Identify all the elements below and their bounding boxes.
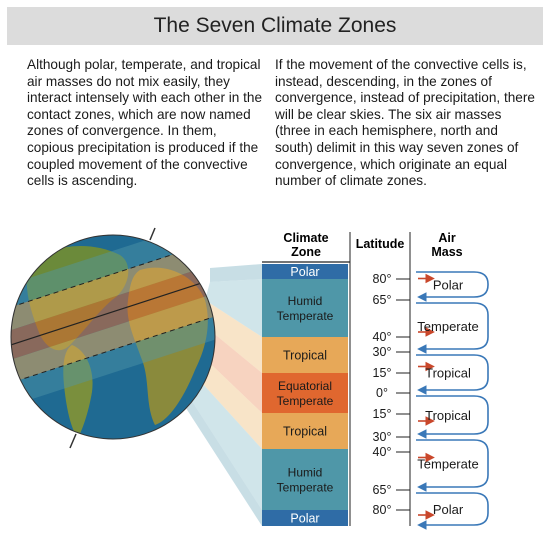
air-mass-label-2: Tropical [425, 366, 471, 381]
latitude-column: 80°65°40°30°15°0°15°30°40°65°80° [373, 272, 410, 517]
latitude-label-8: 40° [373, 445, 392, 459]
latitude-label-7: 30° [373, 430, 392, 444]
projection-bands [184, 264, 262, 526]
zone-box-6 [262, 510, 348, 526]
zone-label-4-0: Tropical [283, 425, 327, 439]
latitude-label-4: 15° [373, 366, 392, 380]
zone-label-0-0: Polar [290, 265, 319, 279]
latitude-label-9: 65° [373, 483, 392, 497]
title-bar: The Seven Climate Zones [7, 7, 543, 45]
latitude-label-3: 30° [373, 345, 392, 359]
zone-label-1-1: Temperate [277, 309, 334, 323]
latitude-label-6: 15° [373, 407, 392, 421]
zone-box-4 [262, 413, 348, 449]
intro-paragraph-right: If the movement of the convective cells … [275, 57, 535, 189]
zone-label-5-0: Humid [288, 466, 323, 480]
header-air-mass-line2: Mass [431, 245, 462, 259]
air-mass-loop-3 [416, 395, 489, 439]
column-headers: Climate Zone Latitude Air Mass [262, 231, 463, 526]
zone-label-6-0: Polar [290, 512, 319, 526]
air-mass-loop-0 [416, 271, 489, 302]
air-mass-loop-1 [416, 302, 489, 354]
air-mass-label-0: Polar [433, 278, 464, 293]
header-air-mass-line1: Air [438, 231, 456, 245]
latitude-label-1: 65° [373, 293, 392, 307]
page-title: The Seven Climate Zones [153, 14, 397, 37]
air-mass-loop-4 [416, 439, 489, 492]
zone-box-5 [262, 449, 348, 510]
latitude-label-5: 0° [376, 386, 388, 400]
air-mass-label-3: Tropical [425, 408, 471, 423]
air-mass-loop-2 [416, 354, 489, 395]
intro-paragraph-left: Although polar, temperate, and tropical … [27, 57, 263, 189]
air-mass-label-5: Polar [433, 502, 464, 517]
header-latitude: Latitude [356, 237, 405, 251]
latitude-label-2: 40° [373, 330, 392, 344]
latitude-label-0: 80° [373, 272, 392, 286]
zone-label-5-1: Temperate [277, 481, 334, 495]
latitude-label-10: 80° [373, 503, 392, 517]
zone-label-3-0: Equatorial [278, 379, 332, 393]
zone-label-2-0: Tropical [283, 349, 327, 363]
zone-box-2 [262, 337, 348, 373]
air-mass-label-1: Temperate [417, 319, 478, 334]
zone-box-3 [262, 373, 348, 413]
air-mass-column: Polar Temperate Tropical Tropical Temperate P… [416, 271, 489, 530]
air-mass-loop-5 [416, 492, 489, 530]
zone-label-3-1: Temperate [277, 394, 334, 408]
header-zone-line1: Climate [283, 231, 328, 245]
zone-box-0 [262, 264, 348, 279]
zone-label-1-0: Humid [288, 294, 323, 308]
climate-zone-column: PolarHumidTemperateTropicalEquatorialTem… [262, 264, 348, 526]
globe [10, 227, 216, 449]
zone-box-1 [262, 279, 348, 337]
air-mass-label-4: Temperate [417, 457, 478, 472]
header-zone-line2: Zone [291, 245, 321, 259]
